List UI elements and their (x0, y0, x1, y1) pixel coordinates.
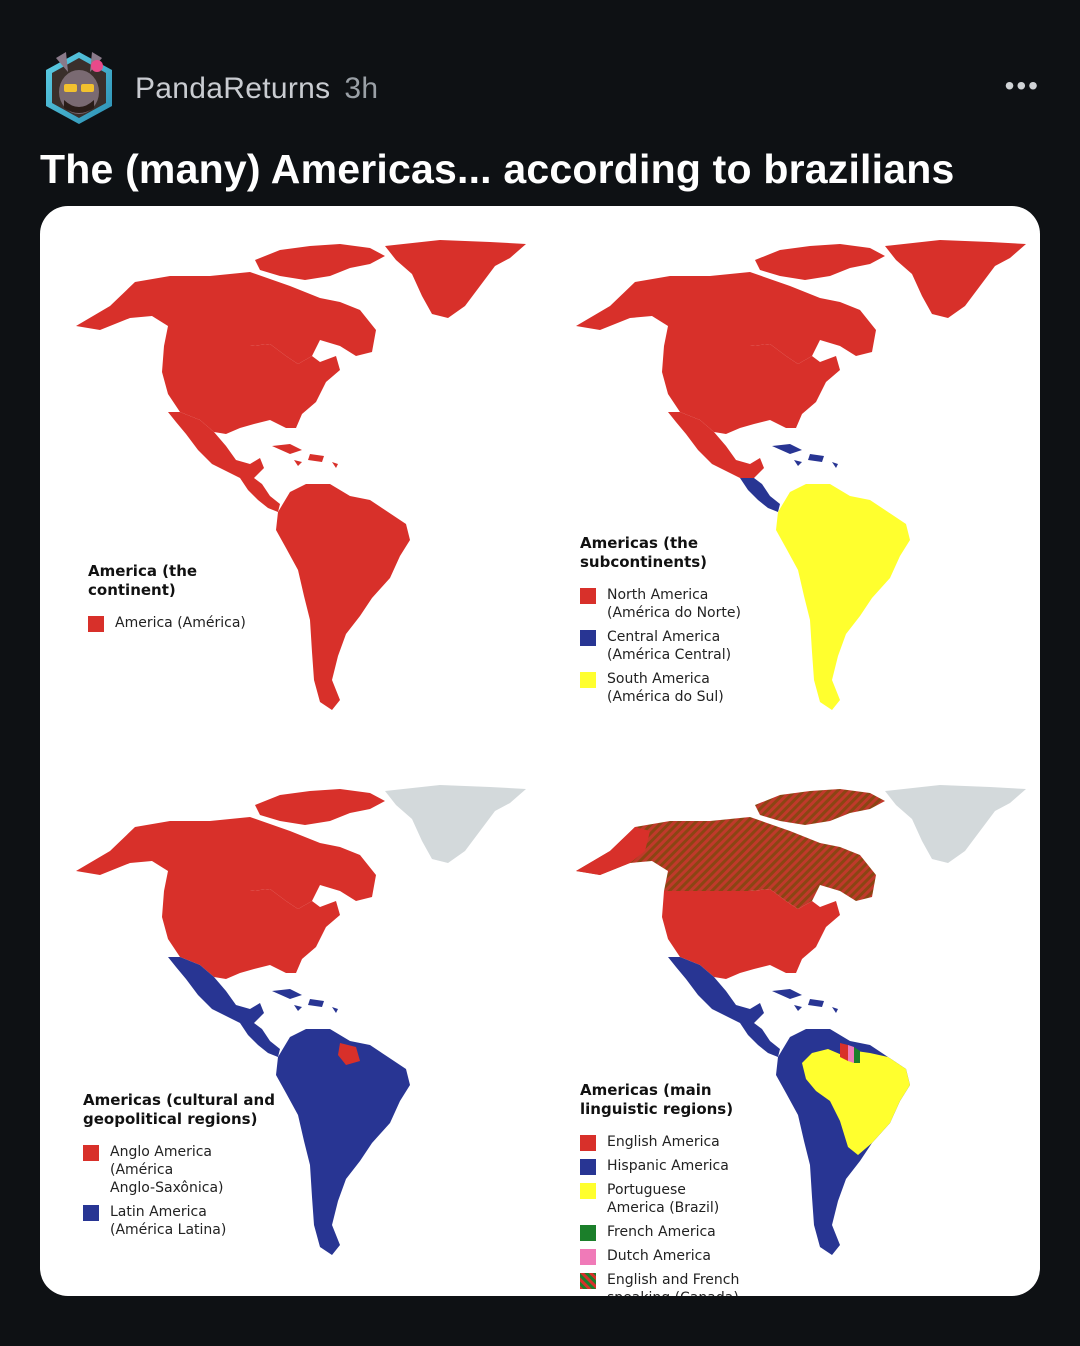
legend-item: Hispanic America (580, 1157, 739, 1175)
legend-swatch-blue (580, 630, 596, 646)
username-text[interactable]: PandaReturns (135, 72, 331, 105)
post-title: The (many) Americas... according to braz… (40, 146, 955, 192)
legend-swatch-yellow (580, 1183, 596, 1199)
legend-item: America (América) (88, 614, 246, 632)
legend-swatch-pink (580, 1249, 596, 1265)
legend-item: French America (580, 1223, 739, 1241)
legend-swatch-red (88, 616, 104, 632)
legend-item: Portuguese America (Brazil) (580, 1181, 739, 1217)
legend-label: French America (607, 1224, 716, 1240)
legend-title: Americas (cultural and geopolitical regi… (83, 1091, 275, 1128)
legend-item: North America (América do Norte) (580, 586, 741, 622)
username[interactable]: PandaReturns 3h (135, 72, 378, 106)
legend-item: English America (580, 1133, 739, 1151)
legend-label: English America (607, 1134, 720, 1150)
map-america-subcontinents: Americas (the subcontinents) North Ameri… (540, 206, 1040, 751)
legend-item: Central America (América Central) (580, 628, 741, 664)
map-graphic (76, 240, 526, 710)
legend-title: America (the continent) (88, 562, 198, 599)
legend-label: Central America (América Central) (607, 629, 732, 663)
map-legend: Americas (main linguistic regions) Engli… (580, 1081, 739, 1296)
legend-swatch-red (83, 1145, 99, 1161)
legend-label: Dutch America (607, 1248, 711, 1264)
legend-label: South America (América do Sul) (607, 671, 724, 705)
legend-swatch-blue (580, 1159, 596, 1175)
map-legend: America (the continent) America (América… (88, 562, 246, 638)
legend-swatch-blue (83, 1205, 99, 1221)
legend-label: Hispanic America (607, 1158, 729, 1174)
legend-title: Americas (main linguistic regions) (580, 1081, 734, 1118)
legend-label: Anglo America (América Anglo-Saxônica) (110, 1144, 224, 1196)
post-image[interactable]: America (the continent) America (América… (40, 206, 1040, 1296)
map-america-continent: America (the continent) America (América… (40, 206, 540, 751)
map-graphic (576, 785, 1026, 1255)
legend-swatch-red (580, 588, 596, 604)
legend-item: English and French speaking (Canada) (580, 1271, 739, 1296)
legend-swatch-green (580, 1225, 596, 1241)
avatar[interactable] (42, 48, 116, 126)
legend-item: Anglo America (América Anglo-Saxônica) (83, 1143, 275, 1197)
legend-swatch-yellow (580, 672, 596, 688)
legend-swatch-red (580, 1135, 596, 1151)
legend-label: Latin America (América Latina) (110, 1204, 227, 1238)
legend-label: English and French speaking (Canada) (607, 1272, 740, 1296)
legend-item: South America (América do Sul) (580, 670, 741, 706)
post-header: PandaReturns 3h ••• (40, 44, 1040, 134)
legend-label: America (América) (115, 615, 246, 631)
map-legend: Americas (cultural and geopolitical regi… (83, 1091, 275, 1245)
legend-item: Dutch America (580, 1247, 739, 1265)
legend-label: Portuguese America (Brazil) (607, 1182, 720, 1216)
legend-swatch-hatched (580, 1273, 596, 1289)
legend-label: North America (América do Norte) (607, 587, 741, 621)
legend-title: Americas (the subcontinents) (580, 534, 708, 571)
legend-item: Latin America (América Latina) (83, 1203, 275, 1239)
map-linguistic-regions: Americas (main linguistic regions) Engli… (540, 751, 1040, 1296)
more-options-icon[interactable]: ••• (1004, 70, 1040, 101)
post-time: 3h (344, 72, 379, 105)
map-cultural-regions: Americas (cultural and geopolitical regi… (40, 751, 540, 1296)
map-legend: Americas (the subcontinents) North Ameri… (580, 534, 741, 712)
